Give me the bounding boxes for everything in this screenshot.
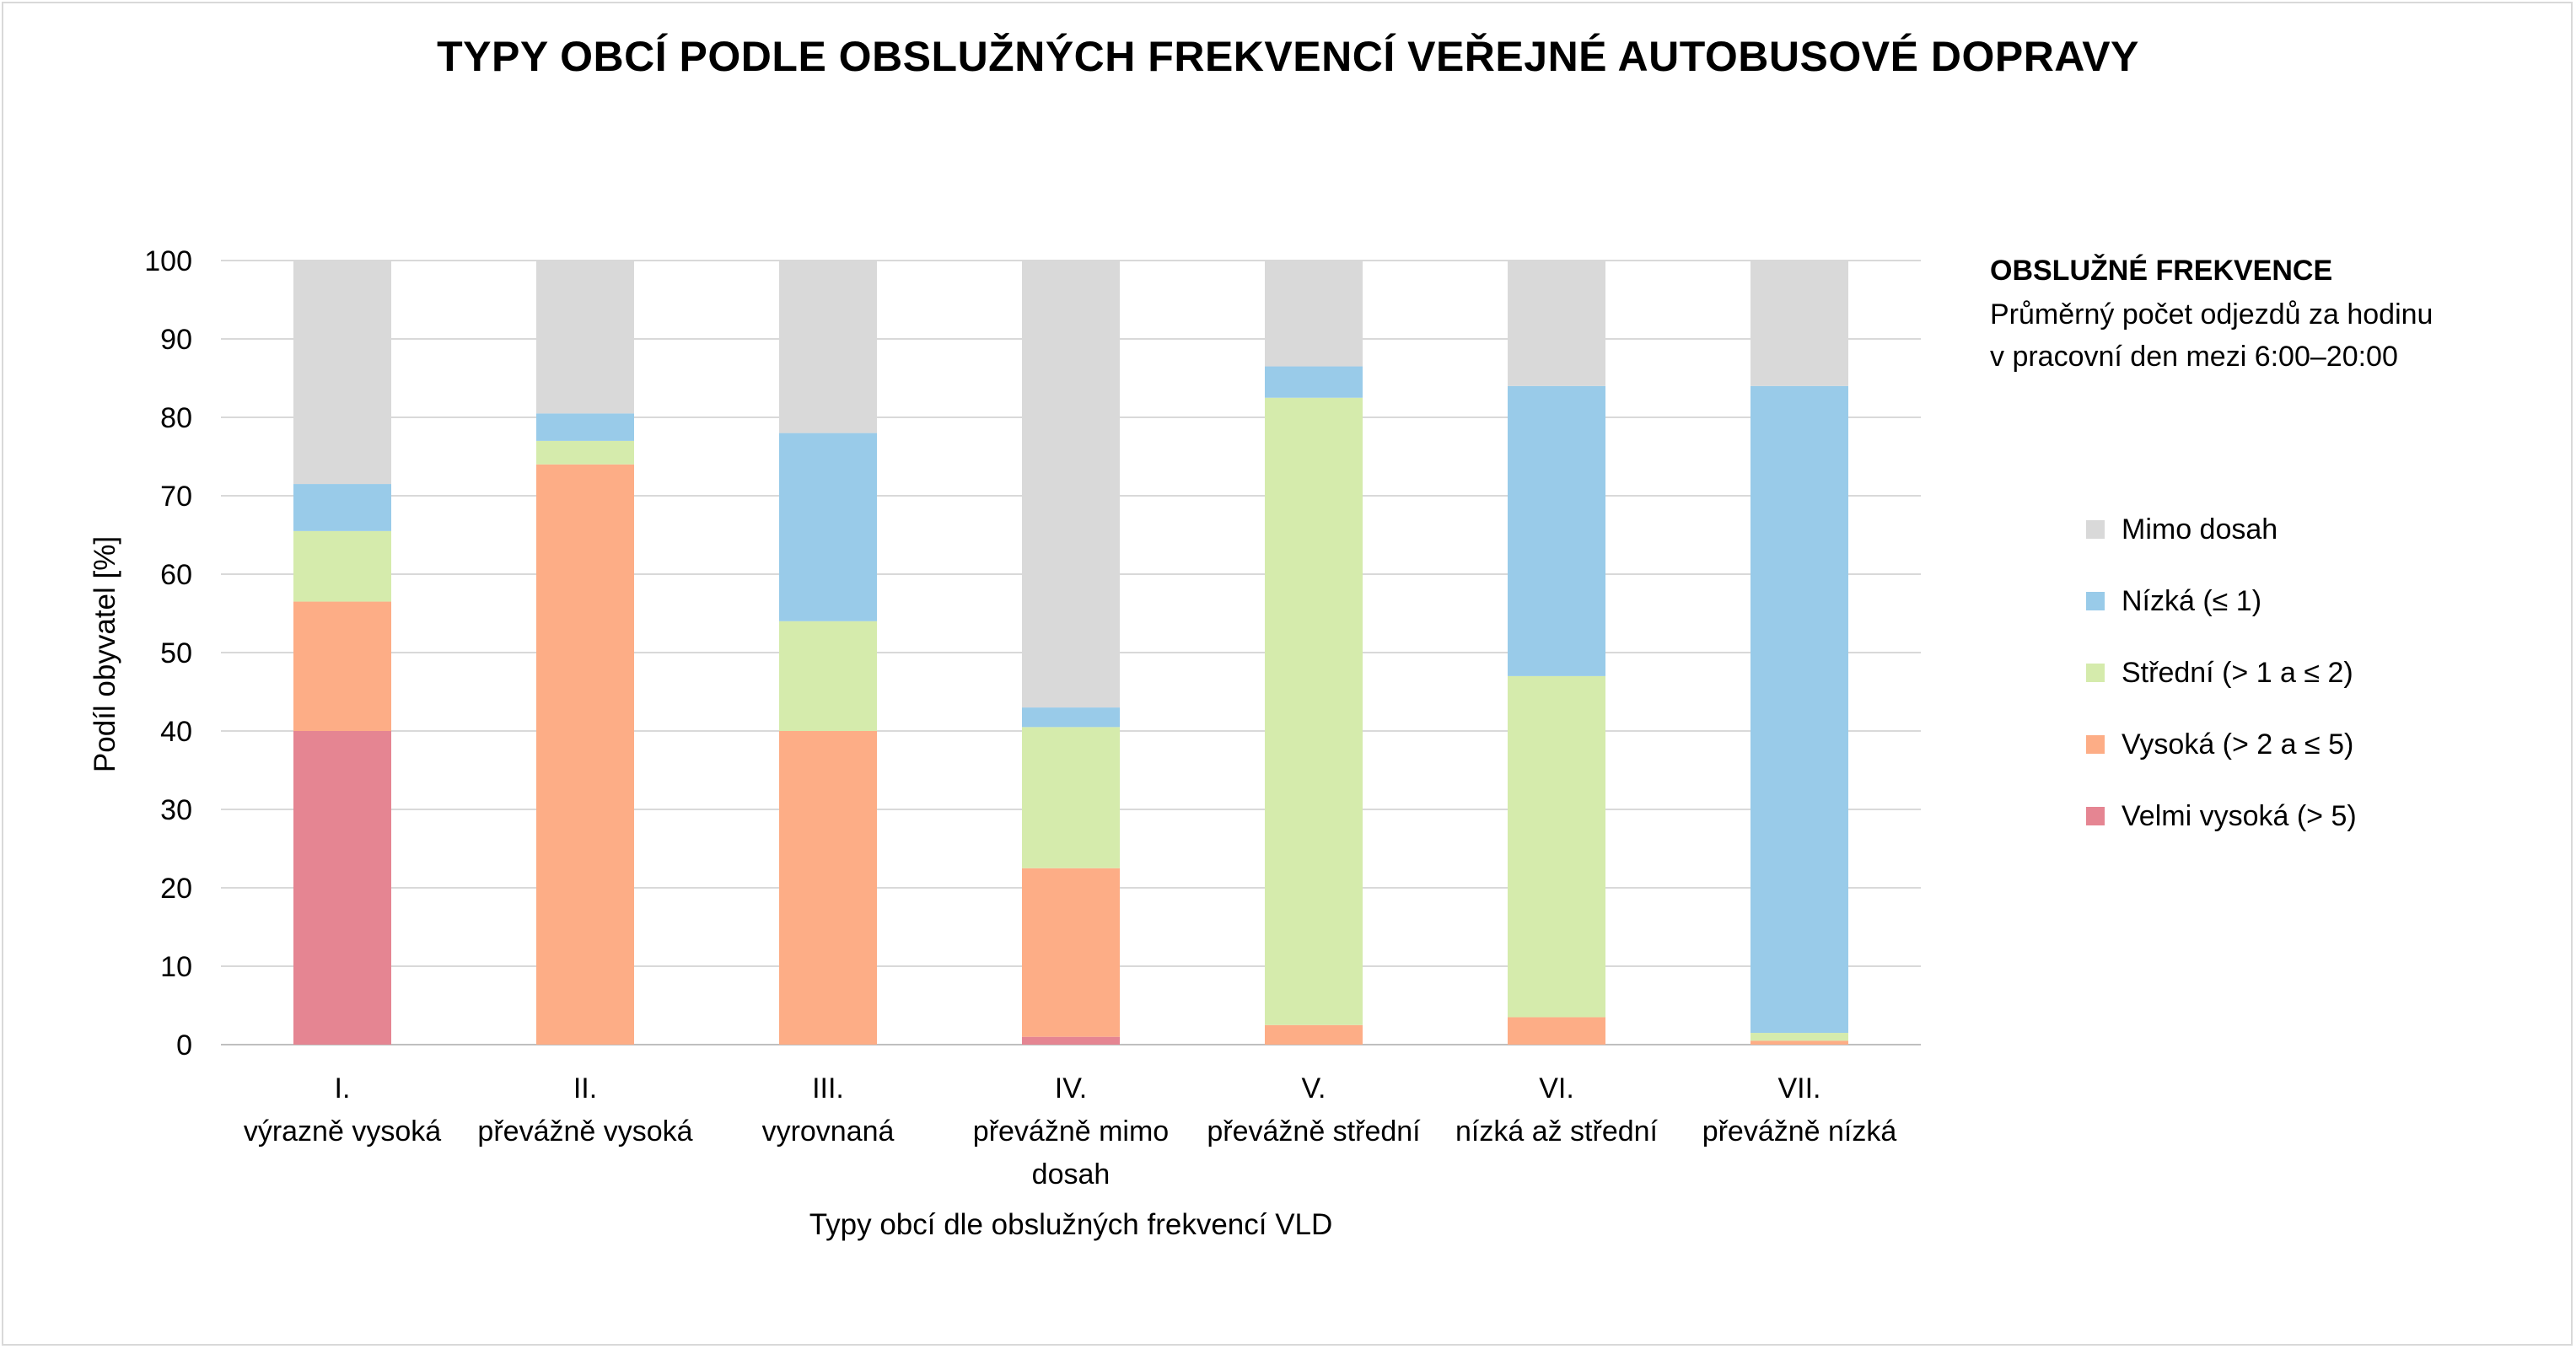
x-tick-label: nízká až střední	[1455, 1115, 1659, 1147]
x-axis-title: Typy obcí dle obslužných frekvencí VLD	[809, 1208, 1333, 1241]
bar-segment	[293, 530, 391, 602]
bar-segment	[536, 261, 634, 414]
x-tick-label: výrazně vysoká	[244, 1115, 441, 1147]
bar-segment	[1750, 385, 1848, 1034]
bar-segment	[1022, 261, 1120, 708]
x-tick-label: II.	[573, 1072, 597, 1104]
bar-segment	[293, 601, 391, 731]
x-tick-label: převážně střední	[1207, 1115, 1421, 1147]
bar-segment	[293, 484, 391, 531]
y-tick-label: 90	[160, 324, 192, 356]
x-tick-label: IV.	[1055, 1072, 1087, 1104]
legend-label: Vysoká (> 2 a ≤ 5)	[2122, 728, 2354, 760]
legend-item-stredni: Střední (> 1 a ≤ 2)	[2086, 656, 2353, 690]
bar-segment	[1265, 1024, 1363, 1045]
bar-segment	[1750, 261, 1848, 386]
bar-segment	[1265, 397, 1363, 1025]
bar-segment	[1022, 1036, 1120, 1045]
x-tick-label: V.	[1301, 1072, 1326, 1104]
y-tick-label: 60	[160, 559, 192, 591]
y-tick-label: 100	[144, 245, 192, 277]
y-tick-label: 30	[160, 794, 192, 826]
y-tick-label: 10	[160, 951, 192, 983]
legend-swatch	[2086, 735, 2105, 754]
y-tick-label: 50	[160, 637, 192, 669]
x-tick-label: vyrovnaná	[762, 1115, 895, 1147]
legend-label: Střední (> 1 a ≤ 2)	[2122, 656, 2353, 689]
x-tick-label: I.	[335, 1072, 351, 1104]
chart-title: TYPY OBCÍ PODLE OBSLUŽNÝCH FREKVENCÍ VEŘ…	[437, 33, 2139, 80]
x-tick-label: VII.	[1777, 1072, 1820, 1104]
legend-swatch	[2086, 807, 2105, 825]
y-tick-label: 0	[176, 1029, 192, 1061]
x-tick-label: převážně vysoká	[477, 1115, 692, 1147]
bar-segment	[536, 440, 634, 465]
bar-segment	[293, 261, 391, 485]
bar-segment	[779, 433, 877, 621]
bar-segment	[1022, 727, 1120, 868]
bar-segment	[536, 413, 634, 441]
bar-segment	[1508, 1017, 1605, 1045]
legend-label: Velmi vysoká (> 5)	[2122, 799, 2357, 832]
bar-segment	[1508, 261, 1605, 386]
y-tick-label: 80	[160, 402, 192, 434]
bar-segment	[1265, 366, 1363, 398]
bar-segment	[1508, 385, 1605, 676]
x-tick-label: převážně mimo	[973, 1115, 1169, 1147]
legend-swatch	[2086, 592, 2105, 610]
bar-segment	[1265, 261, 1363, 367]
bar-segment	[1750, 1033, 1848, 1041]
legend-item-vysoka: Vysoká (> 2 a ≤ 5)	[2086, 728, 2353, 761]
y-axis-title: Podíl obyvatel [%]	[89, 535, 121, 773]
y-tick-label: 20	[160, 873, 192, 905]
bar-segment	[1750, 1040, 1848, 1045]
bar-segment	[293, 731, 391, 1045]
x-tick-label: III.	[812, 1072, 844, 1104]
legend-label: Nízká (≤ 1)	[2122, 584, 2262, 617]
legend-label: Mimo dosah	[2122, 513, 2278, 546]
bar-segment	[1022, 707, 1120, 728]
bar-segment	[1508, 675, 1605, 1018]
x-tick-label: převážně nízká	[1702, 1115, 1897, 1147]
legend-item-nizka: Nízká (≤ 1)	[2086, 584, 2261, 618]
y-tick-label: 70	[160, 481, 192, 513]
bar-segment	[779, 731, 877, 1045]
bar-segment	[536, 464, 634, 1045]
legend-note: Průměrný počet odjezdů za hodinu	[1990, 298, 2433, 331]
bar-segment	[779, 261, 877, 433]
legend-note: v pracovní den mezi 6:00–20:00	[1990, 341, 2398, 373]
x-tick-label: dosah	[1032, 1158, 1111, 1190]
legend-item-mimo-dosah: Mimo dosah	[2086, 513, 2278, 546]
bar-segment	[1022, 868, 1120, 1037]
x-tick-label: VI.	[1539, 1072, 1574, 1104]
bar-segment	[779, 621, 877, 731]
legend-heading: OBSLUŽNÉ FREKVENCE	[1990, 255, 2333, 287]
legend-swatch	[2086, 664, 2105, 682]
y-tick-label: 40	[160, 716, 192, 748]
legend-swatch	[2086, 520, 2105, 539]
legend-item-velmi-vysoka: Velmi vysoká (> 5)	[2086, 799, 2357, 833]
